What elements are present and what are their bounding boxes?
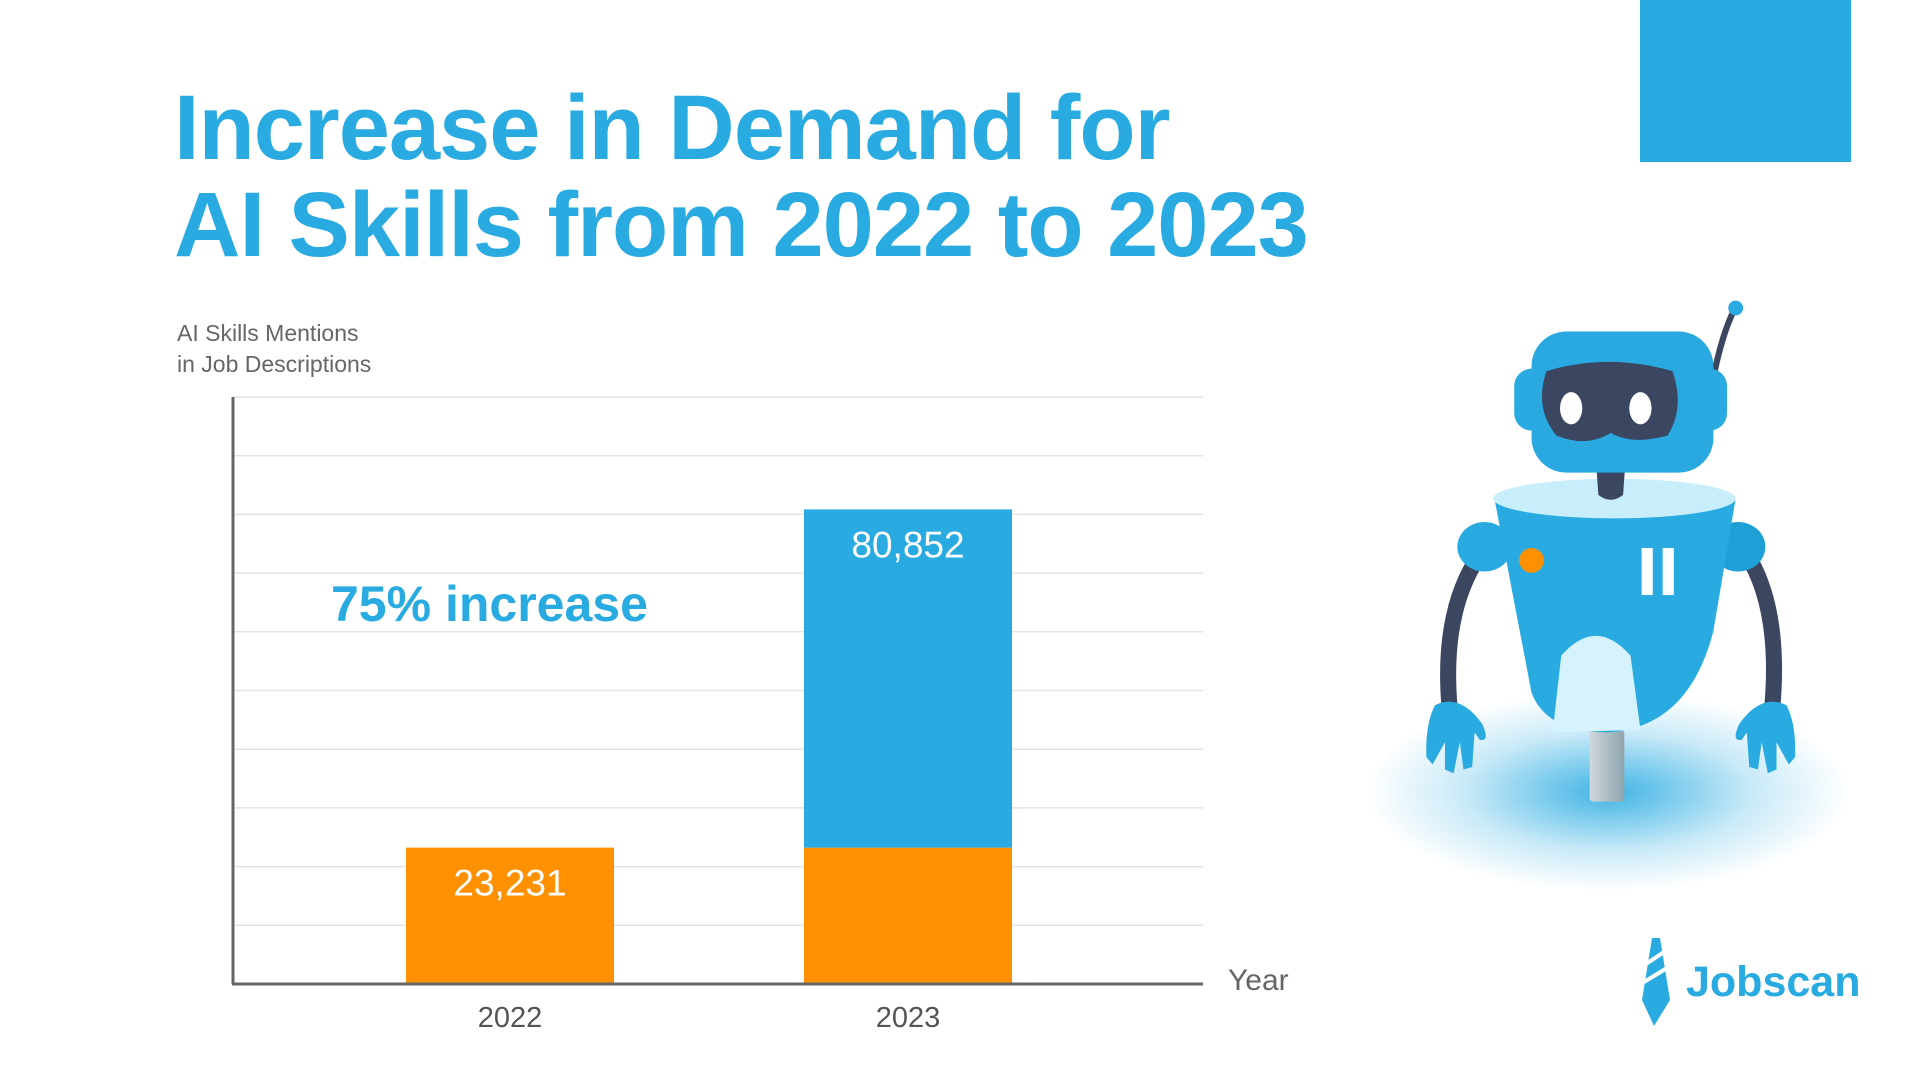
left-hand [1426, 701, 1486, 774]
bar-2023-segment-2 [804, 509, 1012, 848]
bars [406, 509, 1012, 984]
left-eye [1560, 392, 1583, 425]
gridlines [233, 396, 1203, 927]
stripe-1 [1641, 548, 1653, 596]
title-line-2: AI Skills from 2022 to 2023 [174, 174, 1309, 276]
antenna-tip [1728, 300, 1744, 316]
leg [1589, 729, 1625, 802]
title-line-1: Increase in Demand for [174, 77, 1170, 179]
bar-2023-segment-1 [804, 847, 1012, 984]
y-axis-label: AI Skills Mentions in Job Descriptions [177, 318, 371, 380]
data-label-2022: 23,231 [453, 863, 566, 904]
left-arm [1440, 554, 1483, 720]
x-tick-2022: 2022 [478, 1002, 543, 1034]
brand-name: Jobscan [1686, 957, 1861, 1006]
right-hand [1735, 701, 1796, 774]
x-axis-label: Year [1228, 964, 1289, 997]
data-label-2023: 80,852 [851, 524, 964, 565]
left-shoulder [1457, 522, 1512, 572]
annotation-increase: 75% increase [331, 576, 648, 632]
y-axis-label-line-2: in Job Descriptions [177, 351, 372, 377]
right-arm [1743, 554, 1783, 724]
body [1494, 498, 1736, 733]
y-axis-label-line-1: AI Skills Mentions [177, 320, 359, 346]
orange-light [1519, 548, 1544, 573]
page-title: Increase in Demand for AI Skills from 20… [174, 77, 1309, 276]
tie-icon [1642, 938, 1670, 1026]
bar-2022-segment-1 [406, 847, 614, 984]
stripe-2 [1662, 548, 1674, 596]
corner-accent-block [1640, 0, 1851, 162]
x-tick-2023: 2023 [876, 1002, 941, 1034]
antenna [1710, 307, 1738, 378]
jobscan-logo: Jobscan [1640, 938, 1860, 1026]
chest-panel [1552, 635, 1641, 733]
right-eye [1629, 392, 1652, 425]
